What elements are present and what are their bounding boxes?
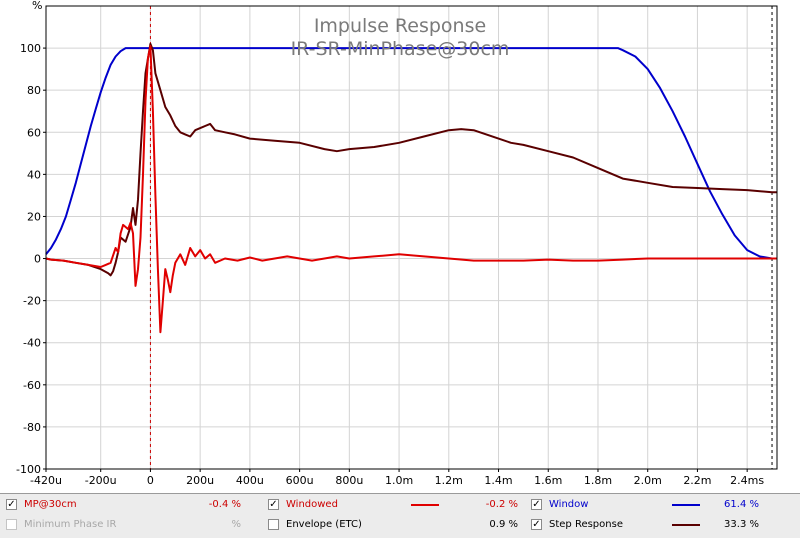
window-value: 61.4 % (724, 499, 759, 510)
plot-frame (45, 5, 778, 470)
chart-title: Impulse Response (314, 15, 486, 37)
x-tick-label: 1.2m (435, 474, 463, 487)
series-mp-30cm-line (45, 45, 777, 334)
y-tick-label: -80 (23, 421, 41, 434)
envelope-etc-value: 0.9 % (489, 519, 518, 530)
y-tick-label: 60 (27, 126, 41, 139)
legend-item-windowed[interactable]: ✓ Windowed -0.2 % (268, 495, 528, 515)
x-tick-label: 1.0m (385, 474, 413, 487)
cursor-markers (149, 6, 773, 469)
envelope-etc-label: Envelope (ETC) (286, 519, 362, 530)
x-tick-label: 0 (147, 474, 154, 487)
chart-subtitle: IR-SR-MinPhase@30cm (291, 38, 510, 60)
x-tick-label: 2.0m (634, 474, 662, 487)
step-response-checkbox[interactable]: ✓ (531, 519, 542, 530)
x-tick-label: 400u (236, 474, 264, 487)
y-tick-label: -100 (16, 463, 41, 476)
x-tick-label: 2.2m (683, 474, 711, 487)
legend-panel: ✓ MP@30cm -0.4 % Minimum Phase IR % ✓ Wi… (0, 493, 800, 538)
minimum-phase-ir-value: % (231, 519, 241, 530)
x-axis-ticks: -420u -200u 0 200u 400u 600u 800u 1.0m 1.2m 1.4m 1… (30, 469, 764, 487)
x-tick-label: 600u (286, 474, 314, 487)
y-tick-label: 0 (34, 253, 41, 266)
x-tick-label: 200u (186, 474, 214, 487)
x-tick-label: -200u (85, 474, 117, 487)
mp30cm-checkbox[interactable]: ✓ (6, 499, 17, 510)
minimum-phase-ir-label: Minimum Phase IR (24, 519, 117, 530)
mp30cm-value: -0.4 % (208, 499, 241, 510)
x-tick-label: 1.4m (484, 474, 512, 487)
windowed-checkbox[interactable]: ✓ (268, 499, 279, 510)
window-label: Window (549, 499, 589, 510)
step-response-label: Step Response (549, 519, 623, 530)
legend-item-envelope-etc[interactable]: Envelope (ETC) 0.9 % (268, 515, 528, 535)
windowed-swatch (411, 504, 439, 506)
minimum-phase-ir-checkbox[interactable] (6, 519, 17, 530)
x-tick-label: -420u (30, 474, 62, 487)
y-tick-label: -60 (23, 379, 41, 392)
legend-item-window[interactable]: ✓ Window 61.4 % (531, 495, 793, 515)
y-tick-label: -40 (23, 337, 41, 350)
x-tick-label: 2.4ms (730, 474, 764, 487)
series-step-response-line (45, 42, 777, 277)
legend-item-mp30cm[interactable]: ✓ MP@30cm -0.4 % (6, 495, 246, 515)
step-response-swatch (672, 524, 700, 526)
y-axis-label: % (32, 0, 42, 12)
legend-item-minimum-phase-ir[interactable]: Minimum Phase IR % (6, 515, 246, 535)
y-tick-label: -20 (23, 295, 41, 308)
series-layer (45, 42, 777, 334)
x-tick-label: 1.8m (584, 474, 612, 487)
x-tick-label: 1.6m (534, 474, 562, 487)
mp30cm-label: MP@30cm (24, 499, 77, 510)
y-tick-label: 100 (20, 42, 41, 55)
windowed-label: Windowed (286, 499, 338, 510)
envelope-etc-checkbox[interactable] (268, 519, 279, 530)
x-tick-label: 800u (335, 474, 363, 487)
step-response-value: 33.3 % (724, 519, 759, 530)
y-tick-label: 20 (27, 210, 41, 223)
windowed-value: -0.2 % (485, 499, 518, 510)
window-checkbox[interactable]: ✓ (531, 499, 542, 510)
y-axis-ticks: -100 -80 -60 -40 -20 0 20 40 60 80 100 (16, 42, 46, 476)
legend-item-step-response[interactable]: ✓ Step Response 33.3 % (531, 515, 793, 535)
window-swatch (672, 504, 700, 506)
y-tick-label: 80 (27, 84, 41, 97)
impulse-response-chart: -100 -80 -60 -40 -20 0 20 40 60 80 100 -420u -200u 0… (16, 0, 778, 487)
y-tick-label: 40 (27, 168, 41, 181)
